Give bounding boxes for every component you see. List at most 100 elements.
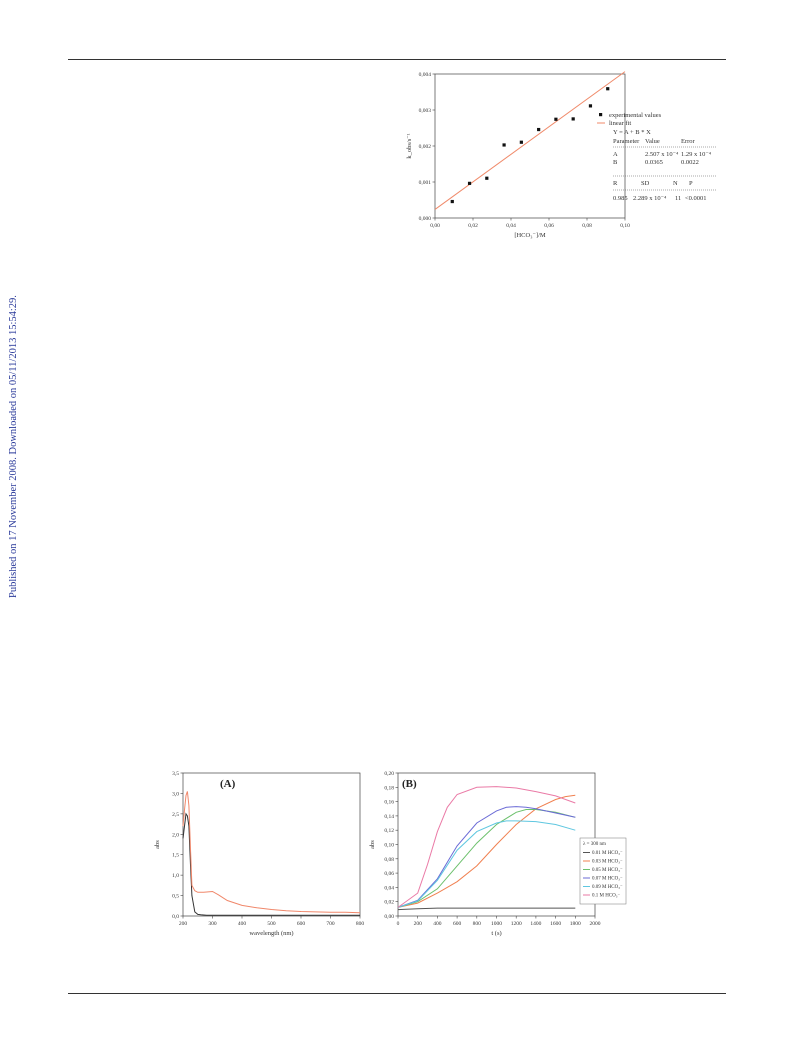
c2-y-tick-label: 3,0 <box>172 791 179 797</box>
c1-plot-frame <box>434 73 626 219</box>
c1-x-tick-label: 0,08 <box>582 223 592 229</box>
c2-x-tick-label: 300 <box>208 921 217 927</box>
c1-data-point <box>571 117 575 121</box>
c1-data-point <box>606 87 610 91</box>
c1-x-tick-label: 0,04 <box>506 223 516 229</box>
c2-y-tick-label: 0,5 <box>172 894 179 900</box>
c2-x-axis-label: wavelength (nm) <box>249 930 293 937</box>
c1-fit-cell: A <box>613 151 618 158</box>
c1-fit-cell: 0.0365 <box>645 159 663 166</box>
c3-x-tick-label: 0 <box>397 921 400 927</box>
c1-data-point <box>485 176 489 180</box>
c3-series-line <box>397 794 576 908</box>
c1-stats-header-cell: R <box>613 180 618 187</box>
c1-stats-header-cell: SD <box>641 180 650 187</box>
c3-legend-label: 0.09 M HCO₃⁻ <box>592 885 623 890</box>
c2-x-tick-label: 700 <box>326 921 335 927</box>
c1-data-point <box>588 104 593 108</box>
absorption-spectra-chart: 200 300 400 500 600 700 800 0,0 0,5 1,0 1,5 2,0 2,5 3… <box>154 771 365 937</box>
c1-legend-marker-points <box>599 113 603 117</box>
c1-y-tick-label: 0,003 <box>419 108 432 114</box>
c3-y-tick-label: 0,00 <box>384 914 394 920</box>
c2-y-axis-label: abs <box>154 840 161 849</box>
c3-x-tick-label: 1200 <box>511 921 522 927</box>
footer-rule <box>68 993 726 994</box>
c1-fit-header-cell: Parameter <box>613 138 640 145</box>
c2-y-tick-label: 2,5 <box>172 812 179 818</box>
c1-stats-header-cell: P <box>689 180 693 187</box>
c1-fit-line <box>434 71 626 210</box>
c1-y-tick-label: 0,004 <box>419 72 432 78</box>
c1-y-tick-label: 0,002 <box>419 144 432 150</box>
c1-x-tick-label: 0,06 <box>544 223 554 229</box>
c3-x-tick-label: 800 <box>473 921 482 927</box>
c3-legend-label: 0.05 M HCO₃⁻ <box>592 868 623 873</box>
c1-legend-label-points: experimental values <box>609 112 662 119</box>
c3-y-tick-label: 0,06 <box>384 871 394 877</box>
c2-x-tick-label: 600 <box>297 921 306 927</box>
kinetic-traces-chart: 0 200 400 600 800 1000 1200 1400 1600 1800 2000 0,0… <box>369 771 627 937</box>
kobs-vs-bicarbonate-chart: 0,00 0,02 0,04 0,06 0,08 0,10 0,000 0,001 0,002 0… <box>406 71 717 239</box>
c1-legend-label-fit: linear fit <box>609 120 631 127</box>
c3-x-tick-label: 1400 <box>530 921 541 927</box>
c3-series-line <box>397 806 576 908</box>
c3-legend-label: 0.07 M HCO₃⁻ <box>592 877 623 882</box>
c1-data-point <box>502 143 506 147</box>
c1-fit-header-cell: Error <box>681 138 696 145</box>
c3-legend-label: 0.03 M HCO₃⁻ <box>592 860 623 865</box>
c1-y-tick-label: 0,000 <box>419 216 432 222</box>
c1-y-axis-label: k_obs/s⁻¹ <box>406 133 413 158</box>
c3-y-tick-label: 0,14 <box>384 814 394 820</box>
c3-legend-label: 0.01 M HCO₃⁻ <box>592 851 623 856</box>
c3-legend-box <box>579 837 627 905</box>
c1-y-tick-label: 0,001 <box>419 180 432 186</box>
c2-y-tick-label: 3,5 <box>172 771 179 777</box>
c3-x-tick-label: 1600 <box>550 921 561 927</box>
c1-x-tick-label: 0,00 <box>430 223 440 229</box>
c3-y-tick-label: 0,04 <box>384 885 394 891</box>
c1-data-point <box>450 199 454 204</box>
c1-data-point <box>519 140 523 144</box>
c3-y-tick-label: 0,02 <box>384 900 394 906</box>
c3-x-axis-label: t (s) <box>491 930 501 937</box>
c2-y-tick-label: 1,0 <box>172 873 179 879</box>
c2-x-tick-label: 800 <box>356 921 365 927</box>
c3-x-tick-label: 2000 <box>590 921 601 927</box>
c3-y-tick-label: 0,12 <box>384 828 394 834</box>
c1-fit-cell: 0.0022 <box>681 159 699 166</box>
c3-y-tick-label: 0,08 <box>384 857 394 863</box>
c1-stats-cell: 0.985 <box>613 195 628 202</box>
c1-x-axis-label: [HCO₃⁻]/M <box>514 232 546 239</box>
c3-legend-title: λ = 300 nm <box>583 842 606 847</box>
c3-y-axis-label: abs <box>369 840 376 849</box>
c2-y-tick-label: 0,0 <box>172 914 179 920</box>
c1-fit-equation: Y = A + B * X <box>613 129 651 136</box>
c2-series-line <box>182 791 361 914</box>
c1-data-point <box>537 127 541 132</box>
c3-x-tick-label: 400 <box>433 921 442 927</box>
c1-stats-cell: <0.0001 <box>685 195 707 202</box>
c1-fit-cell: 1.29 x 10⁻⁴ <box>681 151 712 158</box>
c1-x-tick-label: 0,02 <box>468 223 478 229</box>
c3-series-line <box>397 907 576 911</box>
c2-panel-label: (A) <box>220 778 236 790</box>
c2-y-tick-label: 2,0 <box>172 832 179 838</box>
c1-data-point <box>467 181 472 185</box>
c3-x-tick-label: 1000 <box>491 921 502 927</box>
c3-legend-label: 0.1 M HCO₃⁻ <box>592 894 620 899</box>
c1-fit-cell: B <box>613 159 618 166</box>
c1-fit-cell: 2.507 x 10⁻⁴ <box>645 151 679 158</box>
c1-stats-cell: 2.289 x 10⁻⁴ <box>633 195 667 202</box>
c3-panel-label: (B) <box>402 778 417 790</box>
c2-series-line <box>182 812 360 916</box>
c3-y-tick-label: 0,18 <box>384 785 394 791</box>
header-rule <box>68 59 726 60</box>
c3-y-tick-label: 0,10 <box>384 843 394 849</box>
c3-y-tick-label: 0,16 <box>384 800 394 806</box>
c1-fit-header-cell: Value <box>645 138 660 145</box>
c2-y-tick-label: 1,5 <box>172 853 179 859</box>
c3-x-tick-label: 600 <box>453 921 462 927</box>
c3-series-line <box>397 820 576 908</box>
c3-x-tick-label: 1800 <box>570 921 581 927</box>
c1-data-point <box>554 117 558 121</box>
